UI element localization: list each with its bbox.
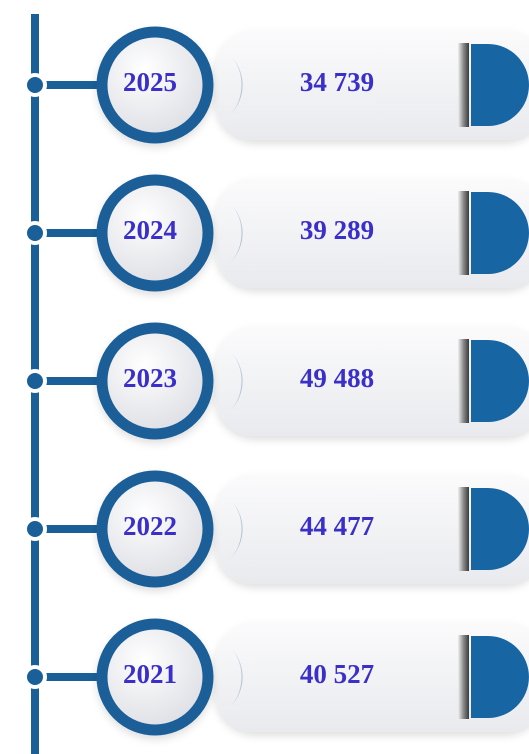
node-dot — [23, 517, 47, 541]
crescent — [230, 499, 243, 559]
year-label: 2025 — [123, 67, 177, 97]
crescent — [230, 203, 243, 263]
half-disc — [471, 488, 529, 570]
year-label: 2024 — [123, 215, 177, 245]
timeline-row: 2023 49 488 — [23, 322, 529, 440]
divider — [458, 339, 469, 423]
card — [215, 474, 529, 584]
timeline-row: 2021 40 527 — [23, 618, 529, 736]
crescent — [230, 647, 243, 707]
year-circle — [96, 174, 214, 292]
value-label: 34 739 — [300, 67, 374, 97]
year-circle — [96, 470, 214, 588]
year-circle — [96, 618, 214, 736]
node-dot — [23, 369, 47, 393]
timeline-row: 2024 39 289 — [23, 174, 529, 292]
node-dot — [23, 665, 47, 689]
card — [215, 178, 529, 288]
divider — [458, 43, 469, 127]
value-label: 49 488 — [300, 363, 374, 393]
divider — [458, 487, 469, 571]
crescent — [230, 55, 243, 115]
crescent — [230, 351, 243, 411]
value-label: 40 527 — [300, 659, 374, 689]
half-disc — [471, 340, 529, 422]
value-label: 44 477 — [300, 511, 374, 541]
year-label: 2023 — [123, 363, 177, 393]
year-circle — [96, 322, 214, 440]
card — [215, 622, 529, 732]
card — [215, 30, 529, 140]
year-circle — [96, 26, 214, 144]
value-label: 39 289 — [300, 215, 374, 245]
half-disc — [471, 44, 529, 126]
year-label: 2022 — [123, 511, 177, 541]
year-label: 2021 — [123, 659, 177, 689]
timeline-row: 2022 44 477 — [23, 470, 529, 588]
node-dot — [23, 221, 47, 245]
half-disc — [471, 636, 529, 718]
divider — [458, 635, 469, 719]
divider — [458, 191, 469, 275]
timeline-row: 2025 34 739 — [23, 26, 529, 144]
rows: 2025 34 739 2024 39 289 2023 49 488 2022 44 477… — [23, 26, 529, 736]
card — [215, 326, 529, 436]
node-dot — [23, 73, 47, 97]
half-disc — [471, 192, 529, 274]
